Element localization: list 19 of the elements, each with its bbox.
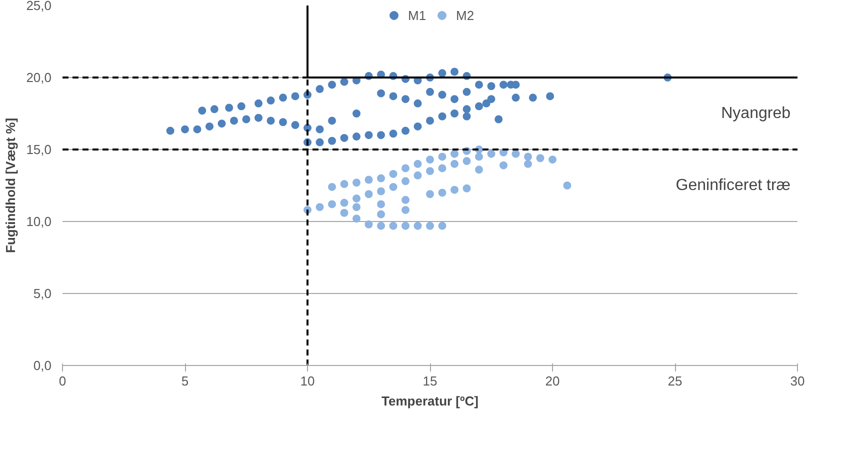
legend-label: M2 (456, 8, 476, 22)
y-tick-label: 20,0 (26, 70, 52, 85)
x-axis-title: Temperatur [ºC] (382, 394, 478, 408)
annotation: Nyangreb (721, 105, 791, 122)
x-tick-label: 10 (300, 374, 315, 388)
y-tick-label: 0,0 (33, 358, 52, 373)
y-tick-label: 5,0 (33, 286, 52, 301)
x-tick-label: 20 (545, 374, 560, 388)
x-tick-label: 25 (668, 374, 682, 388)
annotation: Geninficeret træ (676, 177, 791, 194)
x-tick-label: 15 (422, 374, 438, 388)
y-tick-label: 15,0 (26, 142, 52, 157)
y-tick-label: 10,0 (26, 214, 52, 229)
y-tick-label: 25,0 (26, 0, 52, 13)
x-tick-label: 0 (58, 374, 66, 388)
x-tick-label: 5 (181, 374, 189, 388)
x-tick-label: 30 (790, 374, 805, 388)
y-axis-title: Fugtindhold [Vægt %] (3, 118, 18, 254)
legend-label: M1 (408, 8, 428, 22)
